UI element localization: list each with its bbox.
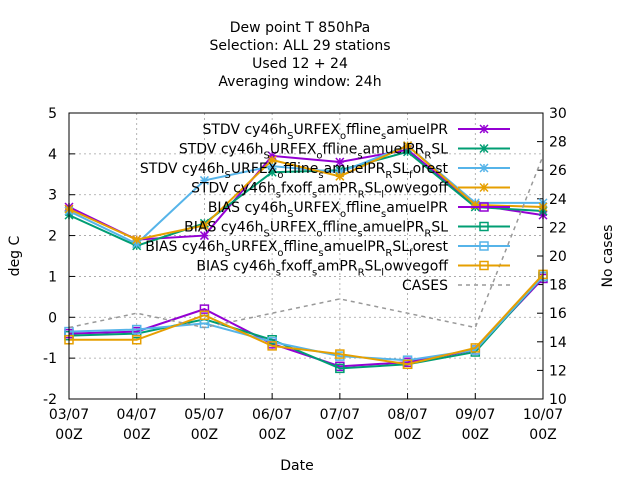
- y-tick-label: -1: [43, 351, 57, 367]
- legend-label: STDV cy46hSURFEXofflinesamuelPRRSL: [179, 142, 448, 162]
- chart-title: Dew point T 850hPa Selection: ALL 29 stat…: [209, 20, 390, 90]
- y2-tick-label: 18: [549, 278, 567, 294]
- title-line-2: Selection: ALL 29 stations: [209, 38, 390, 54]
- data-point: [267, 341, 277, 351]
- data-point: [335, 349, 345, 359]
- series-layer: [64, 141, 548, 374]
- x-tick-label: 09/07 00Z: [455, 407, 495, 443]
- y-tick-label: 4: [48, 147, 57, 163]
- plot-frame: [68, 112, 544, 400]
- legend-marker: [479, 221, 489, 232]
- series-line: [68, 275, 544, 370]
- data-point: [199, 175, 209, 185]
- legend-item: STDV cy46hSURFEXofflinesamuelPRRSLforest: [140, 161, 510, 181]
- y2-tick-label: 14: [549, 335, 567, 351]
- y-tick-label: 3: [48, 188, 57, 204]
- title-line-4: Averaging window: 24h: [218, 74, 381, 90]
- series-line: [69, 273, 544, 366]
- legend-marker: [479, 124, 489, 134]
- y-tick-label: -2: [43, 392, 57, 408]
- title-line-1: Dew point T 850hPa: [230, 20, 370, 36]
- y-tick-label: 5: [48, 106, 57, 122]
- y2-tick-label: 26: [549, 163, 567, 179]
- legend-label: STDV cy46hSURFEXofflinesamuelPR: [202, 122, 448, 142]
- y2-tick-label: 24: [549, 192, 567, 208]
- data-point: [199, 310, 210, 320]
- data-point: [335, 363, 345, 374]
- y-tick-label: 1: [48, 269, 57, 285]
- legend-label: CASES: [402, 278, 448, 294]
- y-tick-label: 0: [48, 310, 57, 326]
- legend-marker: [479, 202, 489, 212]
- series-6: [64, 271, 548, 374]
- legend-label: STDV cy46hsfxoffsamPRRSLlowvegoff: [191, 181, 448, 201]
- data-point: [335, 157, 345, 167]
- series-line: [68, 155, 544, 329]
- legend-item: BIAS cy46hSURFEXofflinesamuelPR: [208, 200, 510, 220]
- series-line: [68, 144, 544, 241]
- x-tick-label: 08/07 00Z: [387, 407, 427, 443]
- y2-tick-label: 22: [549, 220, 567, 236]
- data-point: [335, 171, 345, 181]
- data-point: [470, 343, 481, 353]
- x-tick-label: 03/07 00Z: [49, 407, 89, 443]
- data-point: [199, 304, 210, 314]
- legend-label: BIAS cy46hSURFEXofflinesamuelPR: [208, 200, 448, 220]
- legend-item: STDV cy46hSURFEXofflinesamuelPRRSL: [179, 142, 510, 162]
- x-tick-label: 06/07 00Z: [252, 407, 292, 443]
- data-point: [199, 220, 209, 230]
- series-9: [68, 155, 544, 329]
- series-line: [68, 150, 544, 247]
- y-axis-ticks: -2 -1 0 1 2 3 4 5: [43, 106, 75, 408]
- data-point: [403, 141, 413, 151]
- legend-item: BIAS cy46hSURFEXofflinesamuelPRRSL: [184, 220, 510, 240]
- x-tick-label: 05/07 00Z: [184, 407, 224, 443]
- x-axis-ticks: 03/07 00Z 04/07 00Z 05/07 00Z 06/07 00Z 07/07 00Z…: [49, 393, 563, 443]
- x-axis-label: Date: [280, 458, 313, 474]
- data-point: [267, 155, 277, 165]
- legend-label: STDV cy46hSURFEXofflinesamuelPRRSLforest: [140, 161, 449, 181]
- y2-tick-label: 20: [549, 249, 567, 265]
- data-point: [132, 239, 142, 249]
- title-line-3: Used 12 + 24: [252, 56, 348, 72]
- y2-tick-label: 28: [549, 135, 567, 151]
- y2-axis-ticks: 10 12 14 16 18 20 22 24 26 28 30: [537, 106, 567, 408]
- x-tick-label: 07/07 00Z: [320, 407, 360, 443]
- data-point: [199, 231, 209, 241]
- x-tick-label: 10/07 00Z: [523, 407, 563, 443]
- data-point: [132, 235, 142, 245]
- legend-marker: [479, 143, 489, 154]
- x-tick-label: 04/07 00Z: [117, 407, 157, 443]
- legend-item: BIAS cy46hsfxoffsamPRRSLlowvegoff: [196, 259, 510, 279]
- data-point: [131, 324, 142, 335]
- y-axis-label: deg C: [7, 235, 23, 276]
- legend-marker: [479, 260, 489, 271]
- legend-label: BIAS cy46hsfxoffsamPRRSLlowvegoff: [196, 259, 448, 279]
- legend-item: STDV cy46hsfxoffsamPRRSLlowvegoff: [191, 181, 510, 201]
- y2-tick-label: 12: [549, 363, 567, 379]
- legend-marker: [479, 163, 489, 173]
- y2-tick-label: 30: [549, 106, 567, 122]
- y2-tick-label: 10: [549, 392, 567, 408]
- legend-item: CASES: [402, 278, 510, 294]
- y2-tick-label: 16: [549, 306, 567, 322]
- legend-label: BIAS cy46hSURFEXofflinesamuelPRRSL: [184, 220, 448, 240]
- y2-axis-label: No cases: [600, 225, 616, 288]
- legend-marker: [479, 241, 489, 251]
- legend-label: BIAS cy46hSURFEXofflinesamuelPRRSLforest: [145, 239, 448, 259]
- legend-marker: [479, 182, 489, 193]
- legend-item: STDV cy46hSURFEXofflinesamuelPR: [202, 122, 510, 142]
- y-tick-label: 2: [48, 229, 57, 245]
- data-point: [131, 335, 142, 345]
- legend-item: BIAS cy46hSURFEXofflinesamuelPRRSLforest: [145, 239, 510, 259]
- data-point: [402, 359, 413, 370]
- series-8: [64, 269, 548, 370]
